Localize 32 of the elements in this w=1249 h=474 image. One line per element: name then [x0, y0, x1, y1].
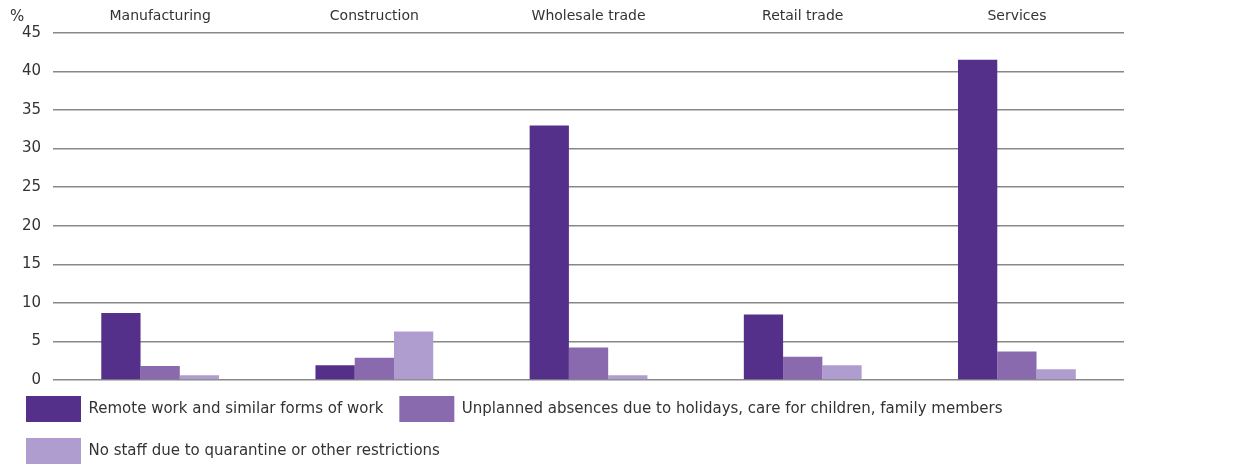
- x-tick-label: Retail trade: [762, 7, 844, 24]
- bar: [101, 312, 141, 380]
- y-tick-label: 5: [31, 331, 42, 350]
- y-tick-label: 25: [21, 177, 42, 195]
- x-tick-label: Services: [987, 7, 1047, 24]
- bar: [529, 125, 569, 380]
- y-tick-label: 35: [21, 99, 42, 118]
- y-tick-label: 40: [21, 61, 42, 80]
- bar: [315, 365, 355, 380]
- bar: [354, 357, 394, 380]
- bar: [783, 356, 823, 380]
- x-tick-label: Manufacturing: [109, 7, 211, 24]
- y-tick-label: 20: [21, 215, 42, 234]
- bar: [179, 375, 220, 380]
- legend-label: Unplanned absences due to holidays, care for children, family members: [461, 398, 1003, 417]
- bar: [140, 366, 180, 380]
- x-tick-label: Construction: [329, 7, 419, 24]
- bar: [958, 59, 998, 380]
- bar: [1036, 369, 1076, 380]
- y-tick-label: 15: [21, 254, 42, 273]
- bar: [608, 375, 648, 380]
- x-tick-label: Wholesale trade: [531, 7, 646, 24]
- legend-label: Remote work and similar forms of work: [88, 398, 384, 417]
- bar: [743, 314, 784, 380]
- bar: [822, 365, 862, 380]
- y-tick-label: 0: [31, 369, 42, 388]
- bar: [568, 347, 609, 380]
- y-tick-label: 10: [21, 292, 42, 311]
- legend-label: No staff due to quarantine or other restrictions: [88, 440, 441, 459]
- y-tick-label: 30: [21, 138, 42, 157]
- bar: [393, 331, 434, 380]
- bar: [997, 351, 1037, 380]
